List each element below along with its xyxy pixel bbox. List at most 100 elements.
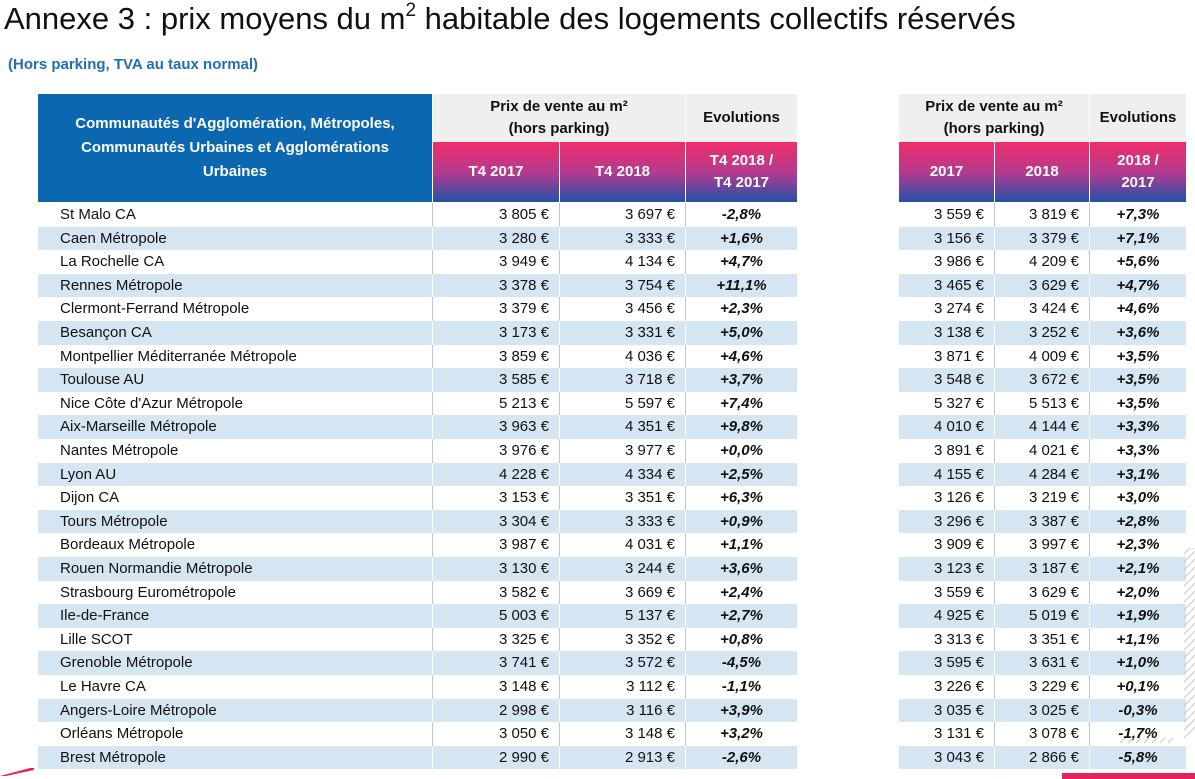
row-region-name: Angers-Loire Métropole [60,701,217,719]
cell-t4-2017: 3 949 € [498,253,549,271]
cell-t4-2018: 4 334 € [624,465,675,483]
column-divider [685,391,686,416]
header-col-evol-y-line1: 2018 / [1117,152,1159,169]
column-divider [432,557,433,581]
cell-evol-y: +2,0% [1116,583,1160,601]
column-divider [559,486,560,510]
column-divider [559,439,560,463]
table-row: Rennes Métropole 3 378 € 3 754 € +11,1% [38,273,797,298]
cell-evol-q: +2,4% [720,583,763,601]
column-divider [994,533,995,557]
column-divider [685,462,686,487]
column-divider [994,344,995,369]
table-row: Rouen Normandie Métropole 3 130 € 3 244 € +… [38,557,797,581]
header-separator [559,142,560,202]
header-separator [1089,94,1090,142]
row-region-name: Bordeaux Métropole [60,536,196,554]
table-row-annual: 3 043 € 2 866 € -5,8% [899,745,1186,770]
cell-evol-q: +3,7% [720,371,763,389]
header-separator [685,142,686,202]
column-divider [432,533,433,557]
table-row: Dijon CA 3 153 € 3 351 € +6,3% [38,486,797,510]
table-row-annual: 4 925 € 5 019 € +1,9% [899,604,1186,628]
column-divider [1089,675,1090,699]
row-region-name: Nantes Métropole [60,442,179,459]
table-row-annual: 3 465 € 3 629 € +4,7% [899,273,1186,298]
table-row-annual: 3 123 € 3 187 € +2,1% [899,557,1186,581]
column-divider [432,627,433,652]
cell-evol-q: +2,3% [720,300,763,318]
column-divider [1089,203,1090,227]
cell-t4-2017: 5 213 € [498,394,549,412]
column-divider [432,509,433,534]
table-row: Clermont-Ferrand Métropole 3 379 € 3 456 €… [38,297,797,321]
cell-y2018: 3 252 € [1028,324,1079,341]
column-divider [994,675,995,699]
row-region-name: Montpellier Méditerranée Métropole [60,347,297,365]
column-divider [994,250,995,274]
cell-y2017: 3 035 € [933,701,984,719]
cell-t4-2018: 3 148 € [624,725,675,743]
table-row: Ile-de-France 5 003 € 5 137 € +2,7% [38,604,797,628]
column-divider [685,273,686,298]
cell-evol-y: +3,3% [1116,418,1160,436]
header-evol-right: Evolutions [1090,94,1186,142]
column-divider [432,321,433,345]
column-divider [994,462,995,487]
table-row-annual: 4 155 € 4 284 € +3,1% [899,462,1186,487]
cell-evol-q: +6,3% [720,489,763,507]
column-divider [559,297,560,321]
cell-t4-2018: 5 137 € [624,607,675,625]
cell-y2018: 5 513 € [1028,394,1079,412]
cell-evol-y: +7,3% [1116,206,1160,223]
header-separator [1089,142,1090,202]
page-subtitle: (Hors parking, TVA au taux normal) [8,56,259,73]
cell-t4-2018: 4 134 € [624,253,675,271]
header-col-evol-q: T4 2018 / T4 2017 [686,142,797,202]
row-region-name: La Rochelle CA [60,253,165,271]
cell-y2017: 3 548 € [933,371,984,389]
cell-t4-2017: 3 805 € [498,206,549,223]
cell-evol-q: +9,8% [720,418,763,436]
row-region-name: Caen Métropole [60,229,167,247]
cell-y2018: 3 078 € [1028,725,1079,743]
cell-t4-2017: 3 987 € [498,536,549,554]
cell-evol-q: +3,6% [720,560,763,577]
table-row: Montpellier Méditerranée Métropole 3 859 … [38,344,797,369]
cell-y2018: 3 187 € [1028,560,1079,577]
header-price-right: Prix de vente au m² (hors parking) [899,94,1089,142]
column-divider [432,745,433,770]
table-row: Caen Métropole 3 280 € 3 333 € +1,6% [38,226,797,251]
row-region-name: Brest Métropole [60,748,166,766]
table-row-annual: 3 226 € 3 229 € +0,1% [899,675,1186,699]
cell-t4-2018: 3 351 € [624,489,675,507]
table-row-annual: 3 138 € 3 252 € +3,6% [899,321,1186,345]
column-divider [1089,509,1090,534]
column-divider [1089,722,1090,746]
table-row-annual: 3 131 € 3 078 € -1,7% [899,722,1186,746]
cell-y2017: 3 465 € [933,276,984,294]
cell-y2018: 4 021 € [1028,442,1079,459]
row-region-name: St Malo CA [60,206,136,223]
cell-evol-y: +5,6% [1116,253,1160,271]
header-col-evol-y-line2: 2017 [1121,174,1155,191]
cell-y2018: 3 672 € [1028,371,1079,389]
row-region-name: Le Havre CA [60,678,146,695]
cell-evol-q: +3,2% [720,725,763,743]
table-row: Nice Côte d'Azur Métropole 5 213 € 5 597 €… [38,391,797,416]
cell-y2017: 3 296 € [933,512,984,530]
column-divider [685,368,686,392]
column-divider [994,203,995,227]
cell-t4-2018: 5 597 € [624,394,675,412]
cell-y2017: 3 891 € [933,442,984,459]
column-divider [559,344,560,369]
row-region-name: Grenoble Métropole [60,654,193,672]
column-divider [432,344,433,369]
cell-t4-2018: 3 718 € [624,371,675,389]
cell-t4-2017: 3 325 € [498,630,549,648]
column-divider [685,250,686,274]
column-divider [432,651,433,675]
row-region-name: Orléans Métropole [60,725,184,743]
row-region-name: Toulouse AU [60,371,145,389]
column-divider [559,651,560,675]
